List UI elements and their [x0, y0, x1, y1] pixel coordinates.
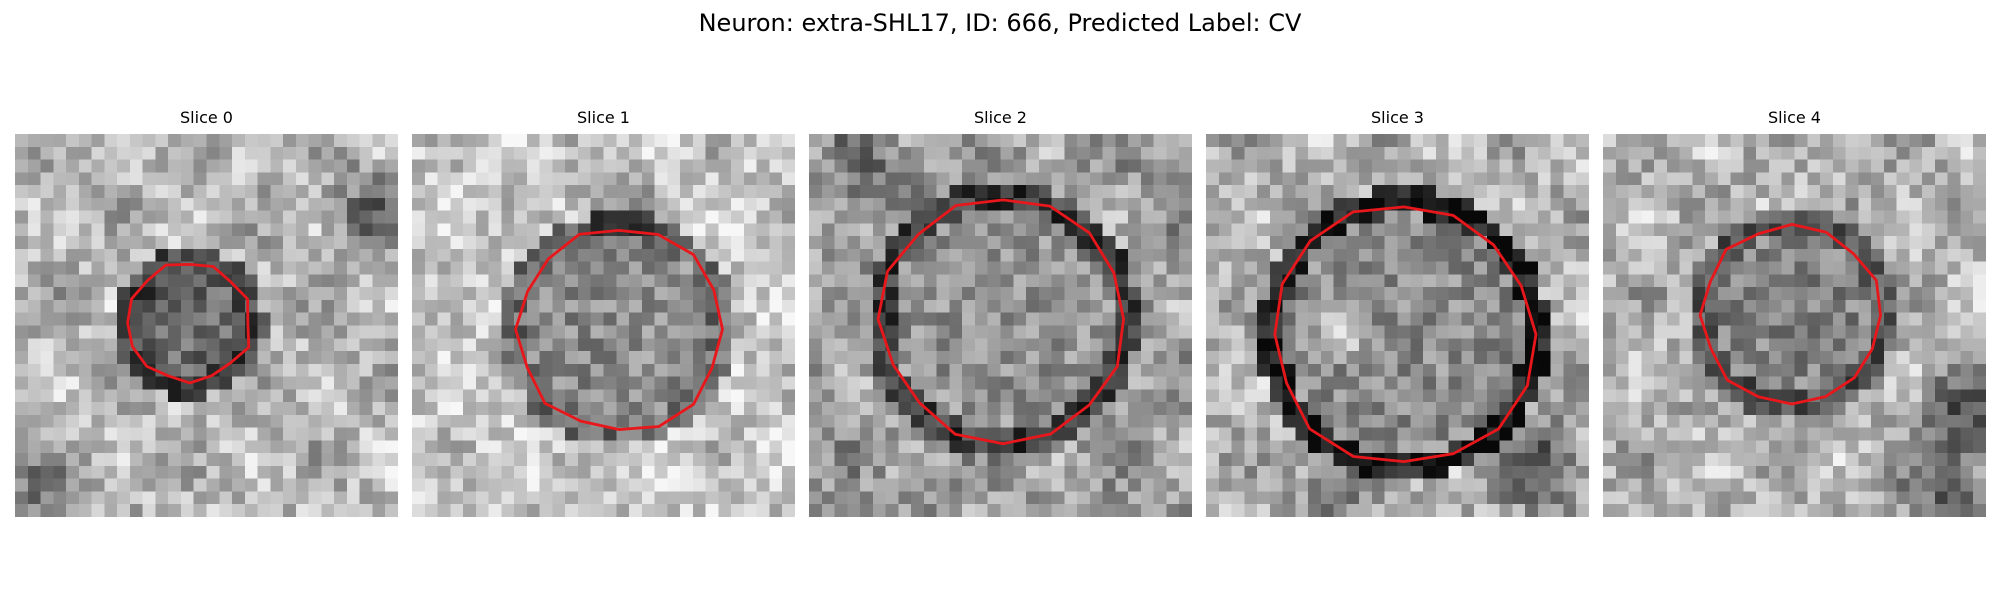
slice-image-2	[809, 134, 1192, 517]
slice-title-4: Slice 4	[1768, 108, 1821, 127]
slice-image-4	[1603, 134, 1986, 517]
slice-panel-1: Slice 1	[412, 108, 795, 517]
figure-title: Neuron: extra-SHL17, ID: 666, Predicted …	[698, 9, 1302, 37]
slice-panel-0: Slice 0	[15, 108, 398, 517]
slice-panel-2: Slice 2	[809, 108, 1192, 517]
slice-title-0: Slice 0	[180, 108, 233, 127]
slice-title-3: Slice 3	[1371, 108, 1424, 127]
roi-contour	[1698, 222, 1882, 406]
slice-image-0	[15, 134, 398, 517]
slice-title-2: Slice 2	[974, 108, 1027, 127]
slice-image-3	[1206, 134, 1589, 517]
slice-panel-3: Slice 3	[1206, 108, 1589, 517]
roi-contour	[876, 198, 1125, 446]
roi-contour	[126, 262, 251, 385]
roi-contour	[514, 228, 724, 431]
slice-image-1	[412, 134, 795, 517]
roi-contour	[1273, 205, 1538, 463]
slice-panel-4: Slice 4	[1603, 108, 1986, 517]
slice-title-1: Slice 1	[577, 108, 630, 127]
